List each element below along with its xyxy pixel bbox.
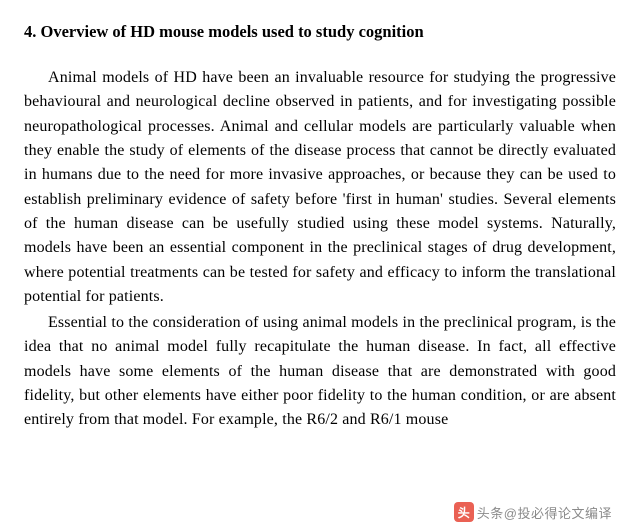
watermark-label: 头条@投必得论文编译 [477,503,612,522]
paragraph-1: Animal models of HD have been an invalua… [24,66,616,309]
section-number: 4. [24,22,36,41]
paragraph-2: Essential to the consideration of using … [24,311,616,433]
section-title: Overview of HD mouse models used to stud… [41,22,424,41]
document-content: 4. Overview of HD mouse models used to s… [0,0,640,433]
section-heading: 4. Overview of HD mouse models used to s… [24,22,616,42]
watermark: 头 头条@投必得论文编译 [454,502,612,522]
watermark-icon: 头 [454,502,474,522]
